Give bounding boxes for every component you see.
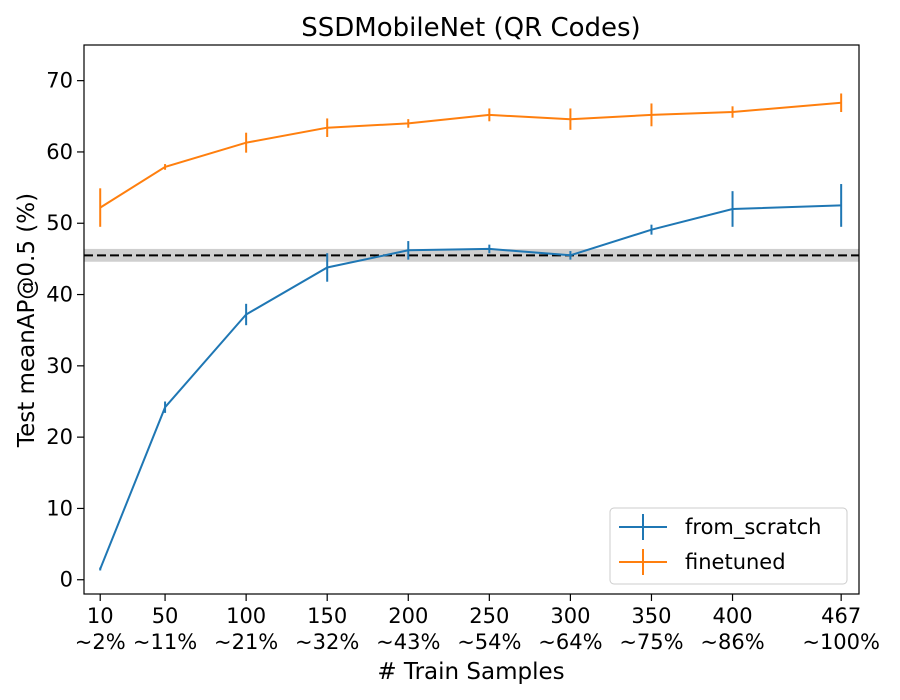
x-tick-label: 150 xyxy=(307,604,347,628)
x-tick-label: 467 xyxy=(821,604,861,628)
y-tick-label: 50 xyxy=(46,211,73,235)
x-tick-sublabel: ~64% xyxy=(538,630,602,654)
x-tick-sublabel: ~2% xyxy=(75,630,126,654)
y-tick-label: 40 xyxy=(46,283,73,307)
x-tick-label: 250 xyxy=(469,604,509,628)
y-axis-label: Test meanAP@0.5 (%) xyxy=(14,193,40,448)
series-from_scratch xyxy=(99,184,843,571)
plot-frame xyxy=(83,44,860,595)
x-tick-sublabel: ~43% xyxy=(376,630,440,654)
legend: from_scratch finetuned xyxy=(609,507,848,585)
legend-box xyxy=(609,507,848,585)
series-line xyxy=(99,101,842,209)
ref-band xyxy=(84,248,859,262)
x-tick-label: 10 xyxy=(87,604,114,628)
chart-title: SSDMobileNet (QR Codes) xyxy=(301,13,640,43)
y-tick-label: 20 xyxy=(46,425,73,449)
legend-label: from_scratch xyxy=(685,515,821,540)
y-tick-label: 0 xyxy=(60,568,73,592)
y-tick-label: 60 xyxy=(46,140,73,164)
x-tick-sublabel: ~75% xyxy=(619,630,683,654)
y-tick-label: 30 xyxy=(46,354,73,378)
x-tick-sublabel: ~11% xyxy=(133,630,197,654)
x-tick-sublabel: ~21% xyxy=(214,630,278,654)
x-tick-label: 100 xyxy=(226,604,266,628)
x-tick-sublabel: ~100% xyxy=(802,630,880,654)
x-tick-sublabel: ~54% xyxy=(457,630,521,654)
x-tick-label: 50 xyxy=(152,604,179,628)
x-tick-label: 300 xyxy=(550,604,590,628)
series-line xyxy=(99,204,842,570)
x-tick-sublabel: ~32% xyxy=(295,630,359,654)
x-tick-label: 400 xyxy=(712,604,752,628)
series-finetuned xyxy=(99,93,843,227)
x-tick-label: 200 xyxy=(388,604,428,628)
legend-label: finetuned xyxy=(685,550,786,574)
x-tick-sublabel: ~86% xyxy=(700,630,764,654)
x-axis-label: # Train Samples xyxy=(377,659,564,685)
x-tick-label: 350 xyxy=(631,604,671,628)
y-tick-label: 70 xyxy=(46,69,73,93)
y-tick-label: 10 xyxy=(46,496,73,520)
